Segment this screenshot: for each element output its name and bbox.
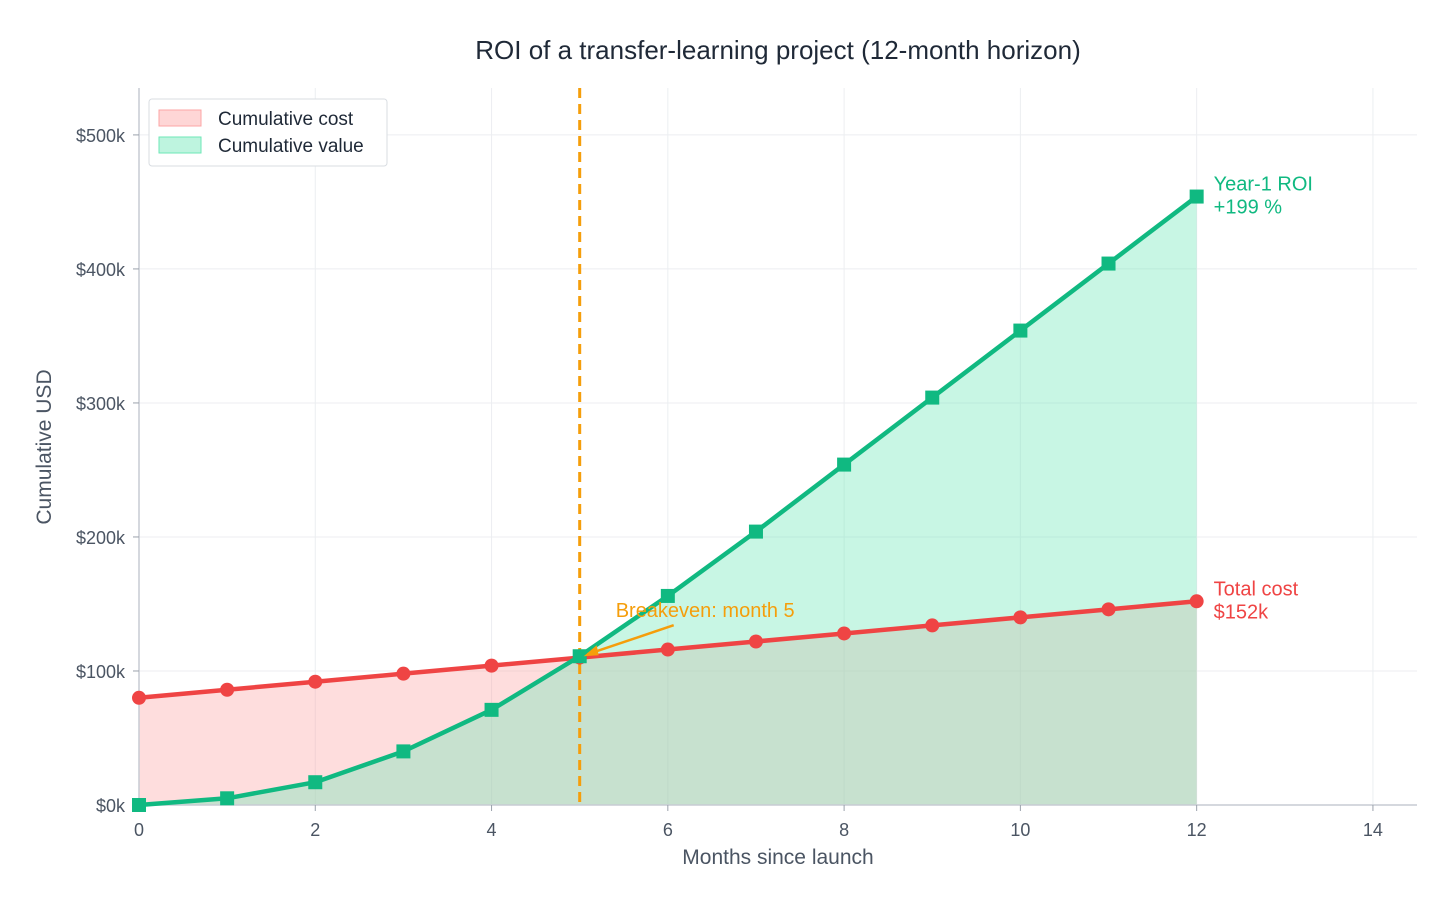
y-tick-label: $100k: [76, 662, 126, 682]
grid-layer: [138, 88, 1417, 806]
breakeven-arrowhead: [583, 645, 599, 657]
x-tick-label: 0: [134, 820, 144, 840]
y-axis-label: Cumulative USD: [33, 369, 56, 524]
breakeven-label: Breakeven: month 5: [616, 600, 795, 622]
legend-box: [148, 98, 388, 167]
chart-title: ROI of a transfer-learning project (12-m…: [475, 35, 1081, 65]
y-tick-label: $0k: [96, 796, 126, 816]
x-axis-label: Months since launch: [682, 846, 873, 869]
legend-label: Cumulative value: [218, 136, 364, 157]
annotation-layer: Breakeven: month 5 Year-1 ROI+199 % Total …: [583, 174, 1313, 657]
cost-point: [925, 618, 940, 633]
cost-point: [1189, 594, 1204, 609]
y-tick-label: $500k: [76, 126, 126, 146]
legend-label: Cumulative cost: [218, 109, 354, 130]
value-point: [132, 798, 146, 812]
value-point: [308, 775, 323, 790]
y-tick-label: $200k: [76, 528, 126, 548]
value-point: [220, 791, 235, 806]
value-point: [1189, 189, 1204, 204]
x-tick-label: 10: [1010, 820, 1030, 840]
x-tick-label: 6: [663, 820, 673, 840]
cost-point: [837, 626, 852, 641]
cost-point: [1101, 602, 1116, 617]
value-point: [1013, 323, 1028, 338]
end-label-cumulative-cost: Total cost: [1214, 578, 1299, 600]
y-tick-label: $300k: [76, 394, 126, 414]
cost-point: [308, 674, 323, 689]
value-point: [837, 457, 852, 472]
x-tick-label: 12: [1187, 820, 1207, 840]
legend-swatch: [158, 109, 202, 127]
value-point: [660, 588, 675, 603]
end-label-cumulative-cost: $152k: [1214, 601, 1269, 623]
legend-swatch: [158, 136, 202, 154]
axis-layer: 0 2 4 6 8 10 12 14 $0k $100k $200k $300k $400k $500k: [76, 88, 1417, 840]
legend: Cumulative cost Cumulative value: [148, 98, 388, 167]
x-tick-label: 8: [839, 820, 849, 840]
cost-point: [660, 642, 675, 657]
area-cumulative-value: [139, 196, 1197, 805]
value-point: [396, 744, 411, 759]
cost-point: [484, 658, 499, 673]
y-tick-label: $400k: [76, 260, 126, 280]
end-label-cumulative-value: Year-1 ROI: [1214, 174, 1313, 196]
x-tick-label: 14: [1363, 820, 1383, 840]
end-label-cumulative-value: +199 %: [1214, 197, 1283, 219]
marker-layer: [132, 189, 1204, 812]
x-tick-label: 4: [487, 820, 497, 840]
value-point: [925, 390, 940, 405]
value-point: [572, 649, 587, 664]
breakeven-arrow: [587, 624, 675, 656]
x-tick-label: 2: [310, 820, 320, 840]
cost-point: [1013, 610, 1028, 625]
value-point: [748, 524, 763, 539]
cost-point: [220, 682, 235, 697]
value-point: [484, 702, 499, 717]
cost-point: [396, 666, 411, 681]
value-point: [1101, 256, 1116, 271]
cost-point: [132, 690, 146, 705]
cost-point: [748, 634, 763, 649]
